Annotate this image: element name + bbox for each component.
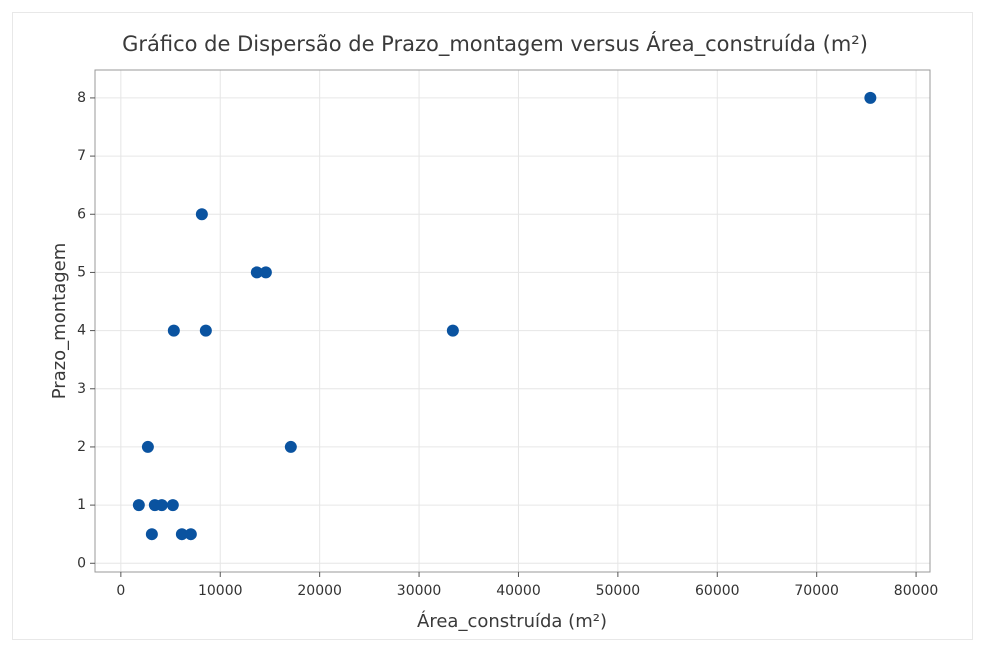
point [166,499,179,512]
y-tick-label: 6 [77,206,86,222]
point [864,91,877,104]
point [250,266,263,279]
x-tick-label: 60000 [695,583,740,599]
x-tick-label: 10000 [198,583,243,599]
point [167,324,180,337]
x-axis-label: Área_construída (m²) [417,610,607,632]
point [259,266,272,279]
y-tick-label: 0 [77,555,86,571]
y-tick-label: 5 [77,264,86,280]
point [195,208,208,221]
point [284,440,297,453]
y-tick-label: 8 [77,90,86,106]
x-tick-label: 30000 [397,583,442,599]
y-tick-label: 7 [77,148,86,164]
x-tick-label: 0 [116,583,125,599]
point [184,528,197,541]
point [199,324,212,337]
x-tick-label: 40000 [496,583,541,599]
x-tick-label: 20000 [297,583,342,599]
frame [12,12,973,640]
point [446,324,459,337]
y-tick-label: 1 [77,497,86,513]
point [155,499,168,512]
y-tick-label: 2 [77,439,86,455]
x-tick-label: 50000 [596,583,641,599]
point [175,528,188,541]
x-tick-label: 70000 [794,583,839,599]
y-axis-label: Prazo_montagem [49,243,70,400]
x-tick-label: 80000 [894,583,939,599]
point [145,528,158,541]
chart-title: Gráfico de Dispersão de Prazo_montagem v… [122,31,868,57]
y-tick-label: 3 [77,381,86,397]
point [141,440,154,453]
plot-area [94,69,931,573]
point [132,499,145,512]
y-tick-label: 4 [77,323,86,339]
